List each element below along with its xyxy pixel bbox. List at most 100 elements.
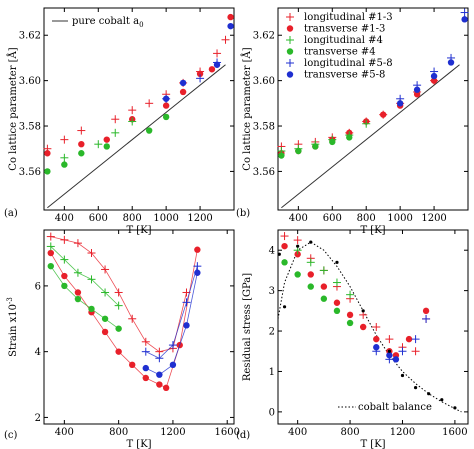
data-point bbox=[111, 128, 120, 137]
series-d-7 bbox=[277, 240, 457, 410]
y-tick-label-a: 3.58 bbox=[19, 122, 41, 133]
data-point bbox=[60, 153, 69, 162]
data-point bbox=[155, 354, 164, 363]
data-point bbox=[320, 295, 328, 302]
dotted-curve bbox=[277, 241, 462, 413]
series-b-6 bbox=[396, 16, 468, 107]
data-point bbox=[162, 384, 170, 392]
data-point bbox=[94, 140, 103, 149]
data-point bbox=[307, 271, 314, 278]
x-tick-label-b: 600 bbox=[323, 213, 342, 224]
data-point bbox=[227, 13, 234, 21]
series-c-3 bbox=[47, 262, 122, 332]
legend-label: transverse #4 bbox=[304, 47, 376, 58]
x-tick-label-c: 400 bbox=[55, 427, 74, 438]
x-tick-label-a: 800 bbox=[123, 213, 142, 224]
data-point bbox=[332, 278, 341, 287]
x-tick-label-d: 1600 bbox=[442, 427, 467, 438]
data-point bbox=[179, 79, 187, 87]
series-d-0 bbox=[277, 241, 462, 413]
y-tick-label-d: 1 bbox=[269, 367, 275, 378]
legend-a: pure cobalt a0 bbox=[52, 16, 144, 29]
data-point bbox=[385, 335, 394, 344]
data-point bbox=[411, 347, 420, 356]
data-point bbox=[319, 266, 328, 275]
data-point bbox=[162, 113, 170, 121]
y-tick-label-a: 3.62 bbox=[19, 31, 41, 42]
data-point bbox=[413, 91, 421, 98]
legend-swatch bbox=[286, 59, 294, 67]
data-point bbox=[77, 126, 86, 135]
series-d-5 bbox=[372, 314, 431, 364]
data-point bbox=[333, 299, 341, 306]
x-tick-label-b: 1200 bbox=[421, 213, 446, 224]
data-point bbox=[103, 143, 110, 150]
data-point bbox=[362, 119, 371, 128]
x-tick-label-a: 400 bbox=[55, 213, 74, 224]
data-point bbox=[88, 305, 95, 313]
data-point bbox=[307, 283, 314, 290]
series-b-1 bbox=[277, 76, 439, 151]
data-point bbox=[373, 335, 380, 343]
data-point bbox=[227, 22, 234, 30]
data-point bbox=[346, 134, 353, 141]
data-point bbox=[46, 242, 55, 251]
legend-swatch bbox=[286, 13, 294, 21]
y-axis-label-a: Co lattice parameter [Å] bbox=[7, 47, 19, 170]
panel-label-d: (d) bbox=[236, 430, 250, 441]
data-point bbox=[335, 260, 339, 264]
plot-frame-d bbox=[277, 229, 469, 425]
data-point bbox=[440, 398, 444, 402]
series-c-2 bbox=[46, 242, 123, 310]
legend-label: transverse #5-8 bbox=[304, 70, 385, 81]
data-point bbox=[179, 88, 187, 96]
data-point bbox=[346, 290, 355, 299]
series-d-4 bbox=[281, 259, 354, 327]
data-point bbox=[145, 99, 154, 108]
series-a-5 bbox=[162, 58, 222, 103]
y-axis-label-c: Strain x10-3 bbox=[6, 297, 19, 357]
y-tick-label-c: 4 bbox=[35, 347, 41, 358]
y-axis-label-b: Co lattice parameter [Å] bbox=[241, 47, 253, 170]
legend-label: cobalt balance bbox=[358, 402, 432, 413]
series-c-1 bbox=[47, 246, 201, 392]
y-tick-label-d: 0 bbox=[269, 407, 275, 418]
y-tick-label-d: 2 bbox=[269, 327, 275, 338]
legend-d: cobalt balance bbox=[338, 402, 432, 413]
legend-label: longitudinal #5-8 bbox=[304, 58, 393, 69]
data-point bbox=[182, 298, 191, 307]
x-tick-label-c: 800 bbox=[109, 427, 128, 438]
x-tick-label-b: 800 bbox=[357, 213, 376, 224]
data-point bbox=[114, 288, 123, 297]
y-tick-label-b: 3.58 bbox=[253, 122, 275, 133]
data-point bbox=[169, 361, 177, 369]
legend-swatch bbox=[286, 36, 294, 44]
data-point bbox=[78, 140, 85, 148]
y-axis-label-d: Residual stress [GPa] bbox=[242, 273, 253, 381]
data-point bbox=[44, 150, 51, 157]
data-point bbox=[101, 328, 109, 336]
x-tick-label-d: 1200 bbox=[390, 427, 415, 438]
series-c-5 bbox=[142, 269, 201, 378]
data-point bbox=[141, 347, 150, 356]
data-point bbox=[111, 115, 120, 124]
series-b-4 bbox=[278, 134, 353, 159]
data-point bbox=[196, 74, 205, 83]
data-point bbox=[194, 269, 201, 276]
data-point bbox=[387, 349, 391, 353]
x-tick-label-b: 400 bbox=[289, 213, 308, 224]
data-point bbox=[141, 337, 150, 346]
y-tick-label-d: 4 bbox=[269, 246, 275, 257]
data-point bbox=[61, 272, 68, 280]
data-point bbox=[430, 77, 438, 84]
data-point bbox=[379, 111, 387, 118]
data-point bbox=[460, 8, 469, 17]
panel-label-a: (a) bbox=[4, 208, 18, 219]
data-point bbox=[61, 161, 68, 168]
x-axis-label-d: T [K] bbox=[360, 439, 385, 449]
data-point bbox=[208, 66, 216, 73]
y-tick-label-b: 3.60 bbox=[253, 76, 275, 87]
data-point bbox=[296, 244, 300, 248]
series-a-2 bbox=[44, 13, 234, 157]
data-point bbox=[213, 49, 222, 58]
